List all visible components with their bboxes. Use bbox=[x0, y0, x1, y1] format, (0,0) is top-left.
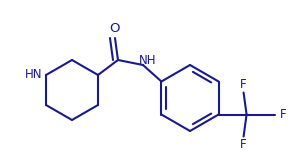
Text: F: F bbox=[240, 138, 247, 151]
Text: O: O bbox=[110, 23, 120, 36]
Text: NH: NH bbox=[139, 53, 157, 67]
Text: F: F bbox=[240, 78, 247, 91]
Text: F: F bbox=[280, 108, 287, 121]
Text: HN: HN bbox=[25, 68, 43, 80]
